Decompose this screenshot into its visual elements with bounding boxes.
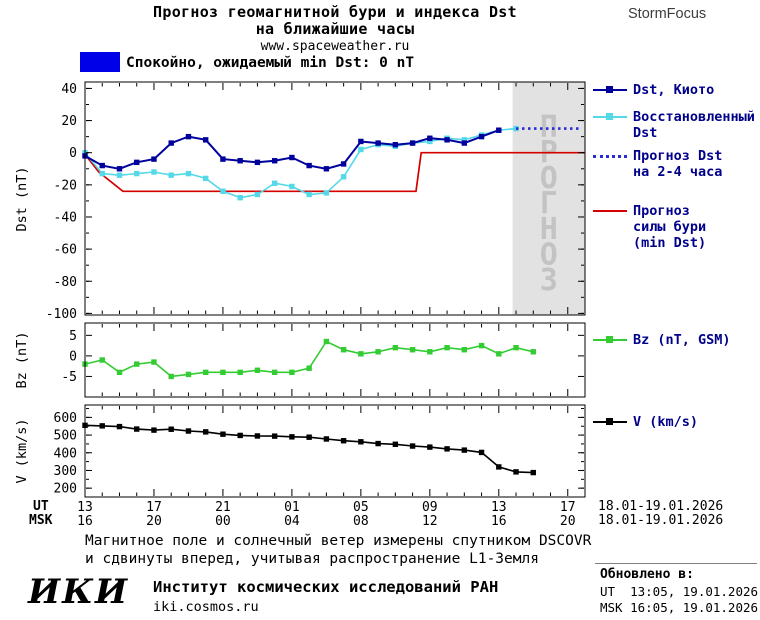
- legend-item-v: V (km/s): [593, 414, 759, 430]
- svg-text:13: 13: [77, 500, 93, 515]
- svg-text:-60: -60: [54, 243, 77, 258]
- svg-text:08: 08: [353, 514, 369, 529]
- svg-text:200: 200: [54, 482, 77, 497]
- svg-text:01: 01: [284, 500, 300, 515]
- institute-site-link[interactable]: iki.cosmos.ru: [153, 599, 259, 615]
- caption-line-1: Магнитное поле и солнечный ветер измерен…: [85, 533, 592, 549]
- iki-logo: ИКИ: [28, 572, 130, 612]
- svg-text:-5: -5: [61, 370, 77, 385]
- svg-text:З: З: [540, 263, 558, 298]
- chart-subtitle: на ближайшие часы: [255, 20, 415, 38]
- svg-text:17: 17: [560, 500, 576, 515]
- svg-text:13: 13: [491, 500, 507, 515]
- svg-text:16: 16: [77, 514, 93, 529]
- legend-item-storm-forecast: Прогноз силы бури (min Dst): [593, 203, 759, 251]
- ut-date-range: 18.01-19.01.2026: [598, 499, 724, 514]
- svg-text:20: 20: [61, 114, 77, 129]
- svg-text:09: 09: [422, 500, 438, 515]
- dst-forecast-dotted-line-icon: [593, 152, 627, 162]
- brand-label: StormFocus: [628, 6, 707, 22]
- svg-text:-40: -40: [54, 210, 77, 225]
- dst-restored-line-icon: [593, 113, 627, 123]
- dst-kyoto-line-icon: [593, 86, 627, 96]
- storm-forecast-line-icon: [593, 207, 627, 217]
- v-axis-label: V (km/s): [14, 418, 30, 484]
- svg-text:500: 500: [54, 429, 77, 444]
- chart-title: Прогноз геомагнитной бури и индекса Dst: [153, 3, 517, 21]
- svg-text:04: 04: [284, 514, 300, 529]
- svg-text:О: О: [540, 238, 558, 273]
- svg-text:0: 0: [69, 349, 77, 364]
- legend-item-dst-forecast: Прогноз Dst на 2-4 часа: [593, 148, 759, 180]
- caption-line-2: и сдвинуты вперед, учитывая распростране…: [85, 551, 539, 567]
- svg-text:17: 17: [146, 500, 162, 515]
- updated-label: Обновлено в:: [600, 567, 694, 582]
- legend-item-dst-restored: Восстановленный Dst: [593, 109, 759, 141]
- svg-text:00: 00: [215, 514, 231, 529]
- svg-text:05: 05: [353, 500, 369, 515]
- svg-text:600: 600: [54, 411, 77, 426]
- svg-text:12: 12: [422, 514, 438, 529]
- svg-text:П: П: [540, 110, 558, 145]
- svg-text:16: 16: [491, 514, 507, 529]
- svg-text:20: 20: [146, 514, 162, 529]
- msk-row-label: MSK: [29, 513, 53, 528]
- svg-text:20: 20: [560, 514, 576, 529]
- svg-text:5: 5: [69, 329, 77, 344]
- legend-label-dst-restored: Восстановленный Dst: [633, 109, 755, 141]
- legend-label-dst-kyoto: Dst, Киото: [633, 82, 715, 98]
- legend-item-bz: Bz (nT, GSM): [593, 332, 759, 348]
- svg-text:-100: -100: [46, 307, 77, 322]
- ut-row-label: UT: [33, 499, 49, 514]
- updated-divider: [595, 563, 757, 564]
- svg-text:-80: -80: [54, 275, 77, 290]
- svg-text:О: О: [540, 161, 558, 196]
- legend-label-dst-forecast: Прогноз Dst на 2-4 часа: [633, 148, 723, 180]
- v-line-icon: [593, 418, 627, 428]
- spaceweather-url-link[interactable]: www.spaceweather.ru: [260, 39, 410, 54]
- legend-item-dst-kyoto: Dst, Киото: [593, 82, 759, 98]
- msk-date-range: 18.01-19.01.2026: [598, 513, 724, 528]
- svg-text:Г: Г: [540, 187, 558, 222]
- svg-text:0: 0: [69, 146, 77, 161]
- svg-text:400: 400: [54, 446, 77, 461]
- chart-title-block: Прогноз геомагнитной бури и индекса Dst …: [85, 4, 585, 55]
- svg-text:Н: Н: [540, 212, 558, 247]
- svg-text:300: 300: [54, 464, 77, 479]
- legend-label-storm-forecast: Прогноз силы бури (min Dst): [633, 203, 707, 251]
- status-swatch: [80, 52, 120, 72]
- updated-time-ut: UT 13:05, 19.01.2026: [600, 584, 759, 599]
- svg-text:21: 21: [215, 500, 231, 515]
- svg-text:-20: -20: [54, 178, 77, 193]
- status-text: Спокойно, ожидаемый min Dst: 0 nT: [126, 55, 415, 71]
- bz-line-icon: [593, 336, 627, 346]
- svg-text:40: 40: [61, 82, 77, 97]
- legend-label-bz: Bz (nT, GSM): [633, 332, 731, 348]
- updated-time-msk: MSK 16:05, 19.01.2026: [600, 600, 759, 615]
- dst-axis-label: Dst (nT): [14, 166, 30, 232]
- institute-name: Институт космических исследований РАН: [153, 578, 499, 596]
- legend-label-v: V (km/s): [633, 414, 699, 430]
